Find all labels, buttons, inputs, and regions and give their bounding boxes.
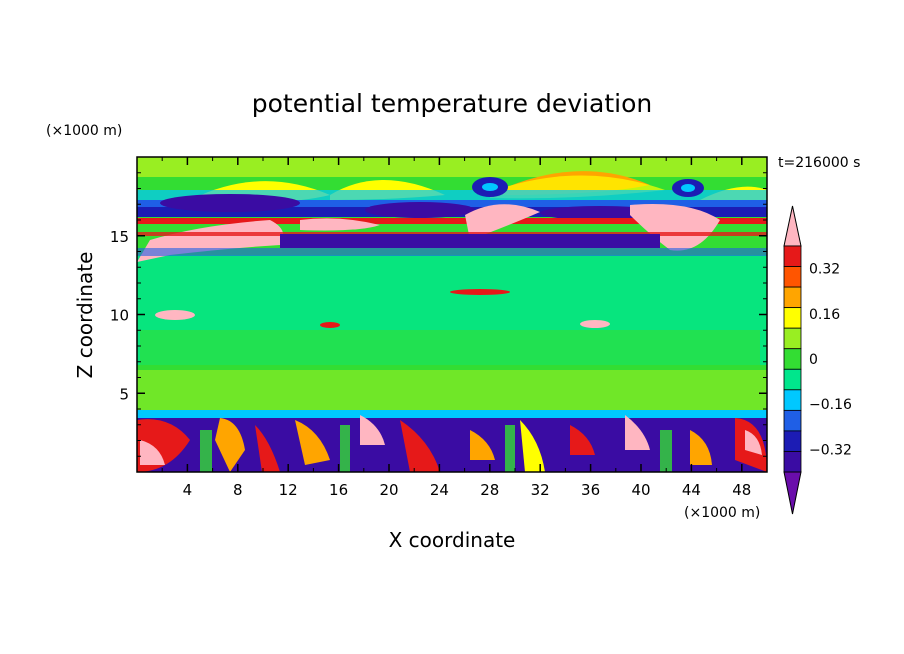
warm-blob-4 [320,322,340,328]
blue-eddy-1-core [482,183,498,191]
colorbar-segment [783,389,802,411]
time-label: t=216000 s [778,155,860,171]
navy-band-lower [280,234,660,248]
warm-plume-4 [295,420,330,465]
y-tick-label: 5 [119,385,129,403]
colorbar [783,205,802,515]
colorbar-segment [783,327,802,350]
colorbar-tick-label: −0.16 [809,397,852,413]
upper-green-band [137,157,767,177]
boundary-cyan-top [137,410,767,418]
warm-plume-3 [255,425,280,472]
warm-plume-8 [520,420,545,472]
x-tick-label: 28 [480,481,499,499]
cold-core-2 [365,202,475,218]
colorbar-segment [783,245,802,267]
warm-blob-1 [155,310,195,320]
x-unit-label: (×1000 m) [684,505,760,521]
colorbar-segment [783,286,802,309]
y-axis: 5 10 15 [110,172,767,457]
x-tick-label: 40 [631,481,650,499]
pink-layer-3 [465,204,540,240]
cold-core-1 [160,194,300,212]
x-tick-label: 48 [732,481,751,499]
colorbar-segment [783,409,802,432]
colorbar-max-triangle [783,205,802,247]
warm-plume-2 [215,418,245,472]
pink-layer-4 [630,204,720,251]
green-patch-1 [140,330,760,370]
colorbar-tick-label: −0.32 [809,442,852,458]
x-tick-label: 4 [183,481,193,499]
colorbar-min-triangle [783,471,802,515]
green-streak-1 [200,430,212,472]
y-tick-label: 15 [110,228,129,246]
colorbar-segment [783,307,802,329]
warm-plume-5 [360,415,385,445]
warm-blob-3 [580,320,610,328]
warm-plume-1b [140,440,165,465]
colorbar-segment [783,368,802,391]
blue-eddy-2-core [681,184,695,192]
x-tick-label: 24 [430,481,449,499]
chart-title: potential temperature deviation [252,89,652,118]
colorbar-segment [783,348,802,370]
red-band [137,218,767,224]
x-tick-label: 36 [581,481,600,499]
colorbar-labels: 0.32 0.16 0 −0.16 −0.32 [809,262,852,459]
x-axis-label: X coordinate [389,528,516,552]
green-streak-3 [505,425,515,472]
y-axis-label: Z coordinate [73,252,97,379]
warm-plume-9 [570,425,595,455]
x-tick-label: 44 [682,481,701,499]
plot-area [137,157,767,472]
colorbar-tick-label: 0.16 [809,307,840,323]
y-tick-label: 10 [110,307,129,325]
warm-plume-6 [400,420,440,472]
x-tick-label: 8 [233,481,243,499]
colorbar-tick-label: 0.32 [809,262,840,278]
green-streak-2 [340,425,350,472]
x-tick-label: 12 [279,481,298,499]
warm-plume-7 [470,430,495,460]
warm-plume-12b [745,430,762,455]
pink-layer-2 [300,218,380,231]
warm-blob-2 [450,289,510,295]
warm-plume-10 [625,415,650,450]
green-streak-4 [660,430,672,472]
blue-band-lower [137,248,767,256]
colorbar-tick-label: 0 [809,352,818,368]
colorbar-segment [783,266,802,288]
x-tick-label: 20 [379,481,398,499]
green-patch-2 [137,370,767,410]
warm-plume-11 [690,430,712,465]
colorbar-segment [783,451,802,473]
colorbar-segment [783,430,802,452]
x-axis: 4 8 12 16 20 24 28 32 36 40 44 48 [161,157,751,499]
x-tick-label: 16 [329,481,348,499]
y-unit-label: (×1000 m) [46,123,122,139]
x-tick-label: 32 [531,481,550,499]
